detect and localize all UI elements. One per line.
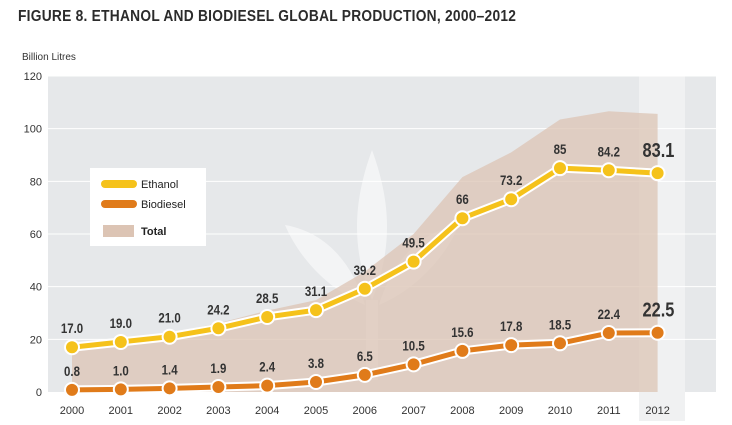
ethanol-data-label: 28.5 [256,290,278,306]
ethanol-data-label: 84.2 [598,143,620,159]
biodiesel-point [259,377,276,394]
data-labels: 17.0 19.0 21.0 24.2 28.5 31.1 39.2 49.5 66 73.2 85… [61,139,675,380]
biodiesel-data-label: 1.4 [162,361,179,377]
ethanol-data-label: 83.1 [642,139,674,162]
biodiesel-point [649,324,666,341]
x-tick-label: 2003 [206,405,230,417]
ethanol-point [600,162,617,179]
ethanol-data-label: 39.2 [354,262,376,278]
x-tick-label: 2012 [645,405,669,417]
biodiesel-data-label: 6.5 [357,348,373,364]
ethanol-point [112,333,129,350]
biodiesel-data-label: 2.4 [259,359,276,375]
ethanol-point [161,328,178,345]
x-tick-label: 2005 [304,405,328,417]
ethanol-data-label: 19.0 [110,315,132,331]
biodiesel-data-label: 15.6 [451,324,473,340]
x-tick-label: 2007 [401,405,425,417]
ethanol-data-label: 85 [554,141,567,157]
legend-label-ethanol: Ethanol [141,179,178,191]
y-tick-label: 60 [30,229,42,241]
ethanol-data-label: 31.1 [305,283,327,299]
series-lines [64,160,666,398]
y-tick-label: 0 [36,387,42,399]
biodiesel-point [600,325,617,342]
legend: Ethanol Biodiesel Total [90,168,206,246]
chart-title: FIGURE 8. ETHANOL AND BIODIESEL GLOBAL P… [18,8,517,25]
ethanol-point [210,320,227,337]
biodiesel-point [454,342,471,359]
y-tick-label: 120 [24,71,42,83]
ethanol-point [503,191,520,208]
ethanol-data-label: 17.0 [61,320,83,336]
biodiesel-data-label: 1.9 [210,360,226,376]
ethanol-point [356,280,373,297]
y-axis-label: Billion Litres [22,52,76,63]
biodiesel-point [64,381,80,398]
y-tick-label: 100 [24,124,42,136]
ethanol-point [405,253,422,270]
ethanol-data-label: 49.5 [402,235,424,251]
ethanol-data-label: 24.2 [207,301,229,317]
biodiesel-data-label: 17.8 [500,318,522,334]
legend-swatch-total [103,225,134,237]
legend-label-biodiesel: Biodiesel [141,199,186,211]
total-area [72,111,658,392]
y-tick-label: 80 [30,176,42,188]
ethanol-data-label: 66 [456,191,469,207]
ethanol-point [649,165,666,182]
biodiesel-point [405,356,422,373]
x-tick-label: 2011 [597,405,621,417]
y-tick-label: 20 [30,334,42,346]
ethanol-data-label: 73.2 [500,172,522,188]
x-axis-tick-labels: 2000 2001 2002 2003 2004 2005 2006 2007 2008 2009… [60,405,670,417]
x-tick-label: 2010 [548,405,572,417]
ethanol-data-label: 21.0 [158,310,180,326]
biodiesel-data-label: 3.8 [308,355,324,371]
y-tick-label: 40 [30,282,42,294]
x-tick-label: 2009 [499,405,523,417]
ethanol-point [308,302,324,319]
x-tick-label: 2000 [60,405,84,417]
biodiesel-data-label: 1.0 [113,362,129,378]
biodiesel-point [210,378,227,395]
x-tick-label: 2008 [450,405,474,417]
biodiesel-point [503,337,520,354]
biodiesel-point [356,366,373,383]
biodiesel-data-label: 0.8 [64,363,80,379]
biodiesel-data-label: 18.5 [549,316,571,332]
x-tick-label: 2002 [157,405,181,417]
biodiesel-point [308,373,324,390]
biodiesel-point [552,335,568,352]
ethanol-point [259,308,276,325]
biodiesel-point [112,381,129,398]
ethanol-point [454,210,471,227]
x-tick-label: 2004 [255,405,279,417]
biodiesel-point [161,380,178,397]
biodiesel-data-label: 22.4 [598,306,621,322]
biodiesel-data-label: 22.5 [642,298,674,321]
ethanol-point [64,339,80,356]
x-tick-label: 2001 [109,405,133,417]
y-axis-tick-labels: 0 20 40 60 80 100 120 [24,71,42,399]
ethanol-point [552,160,568,177]
biodiesel-data-label: 10.5 [402,337,424,353]
x-tick-label: 2006 [353,405,377,417]
legend-label-total: Total [141,226,166,238]
